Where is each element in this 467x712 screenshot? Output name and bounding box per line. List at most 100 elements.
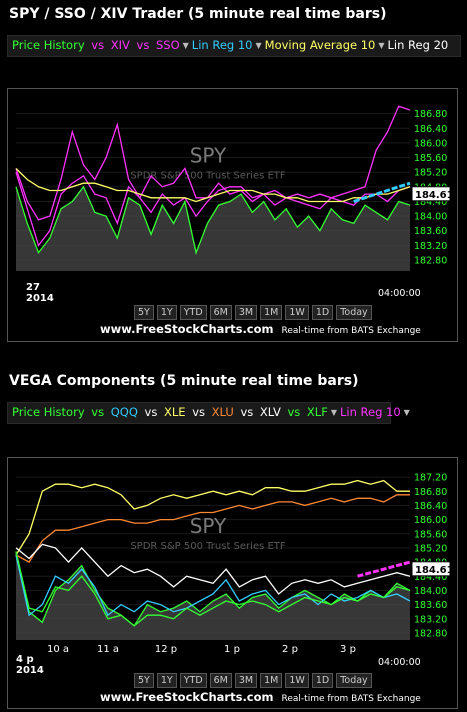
panel1-chart-svg: 186.80186.40186.00185.60185.20184.80184.…	[15, 105, 454, 271]
period-button[interactable]: 6M	[209, 673, 232, 688]
series-line	[15, 494, 410, 563]
panel1-footer: www.FreeStockCharts.com Real-time from BA…	[100, 322, 421, 336]
toolbar-item[interactable]: Lin Reg 10	[191, 38, 253, 52]
y-tick-label: 183.20	[414, 614, 447, 625]
panel1-chart: 186.80186.40186.00185.60185.20184.80184.…	[7, 88, 458, 342]
toolbar-item[interactable]: vs	[87, 38, 108, 52]
toolbar-item[interactable]: vs	[132, 38, 153, 52]
y-tick-label: 186.00	[414, 515, 447, 526]
price-tag-box	[411, 186, 451, 202]
y-tick-label: 185.60	[414, 529, 447, 540]
series-line	[353, 181, 411, 203]
period-button[interactable]: 5Y	[134, 305, 154, 320]
x-tick-label: 11 a	[97, 644, 119, 655]
period-button[interactable]: 3M	[234, 305, 258, 320]
price-tag-label: 184.61	[415, 190, 454, 201]
panel2-footer-site[interactable]: www.FreeStockCharts.com	[100, 690, 274, 704]
watermark-name: SPDR S&P 500 Trust Series ETF	[130, 541, 286, 552]
series-line	[15, 185, 411, 255]
period-button[interactable]: 1W	[285, 673, 309, 688]
y-tick-label: 182.80	[414, 256, 447, 267]
toolbar-item[interactable]: SSO	[155, 38, 180, 52]
panel1-date-day: 27	[26, 282, 40, 293]
toolbar-item[interactable]: XLV	[259, 405, 281, 419]
period-button[interactable]: 1Y	[156, 305, 177, 320]
period-button[interactable]: 1Y	[156, 673, 177, 688]
y-tick-label: 184.00	[414, 212, 447, 223]
toolbar-item[interactable]: vs	[87, 405, 108, 419]
toolbar-item[interactable]: Price History	[12, 405, 85, 419]
y-tick-label: 185.20	[414, 543, 447, 554]
price-tag-label: 184.61	[415, 565, 454, 576]
series-line	[15, 168, 411, 203]
toolbar-item[interactable]: XLU	[211, 405, 234, 419]
period-button[interactable]: Today	[336, 305, 372, 320]
period-button[interactable]: 1M	[260, 305, 283, 320]
panel1-toolbar[interactable]: Price History vs XIV vs SSO ▼ Lin Reg 10 ▼ M…	[7, 35, 461, 57]
series-line	[15, 554, 411, 617]
toolbar-item[interactable]: Price History	[12, 38, 85, 52]
x-tick-label: 2 p	[282, 644, 298, 655]
panel1-date-year: 2014	[26, 293, 54, 304]
panel2-date-day: 4 p	[16, 654, 34, 665]
dropdown-arrow-icon[interactable]: ▼	[255, 41, 262, 50]
toolbar-item[interactable]: vs	[188, 405, 209, 419]
panel1-footer-note: Real-time from BATS Exchange	[281, 326, 421, 336]
panel2-toolbar[interactable]: Price History vs QQQ vs XLE vs XLU vs XL…	[7, 402, 410, 424]
toolbar-item[interactable]: Moving Average 10	[264, 38, 376, 52]
y-tick-label: 185.60	[414, 153, 447, 164]
period-button[interactable]: Today	[336, 673, 372, 688]
panel2-end-time: 04:00:00	[378, 657, 421, 668]
period-button[interactable]: 3M	[234, 673, 258, 688]
period-button[interactable]: YTD	[179, 673, 207, 688]
x-tick-label: 10 a	[47, 644, 69, 655]
x-tick-label: 12 p	[155, 644, 177, 655]
panel2-date: 4 p 2014	[16, 654, 44, 676]
panel1-end-time: 04:00:00	[378, 288, 421, 299]
dropdown-arrow-icon[interactable]: ▼	[330, 408, 337, 417]
panel1-title: SPY / SSO / XIV Trader (5 minute real ti…	[9, 6, 387, 22]
toolbar-item[interactable]: XLE	[164, 405, 186, 419]
price-area-fill	[16, 551, 410, 640]
period-button[interactable]: 1W	[285, 305, 309, 320]
period-button[interactable]: YTD	[179, 305, 207, 320]
toolbar-item[interactable]: QQQ	[110, 405, 138, 419]
panel1-date: 27 2014	[26, 282, 54, 304]
toolbar-item[interactable]: vs	[236, 405, 257, 419]
toolbar-item[interactable]: vs	[140, 405, 161, 419]
period-button[interactable]: 1D	[311, 305, 334, 320]
y-tick-label: 183.60	[414, 226, 447, 237]
price-tag-box	[411, 561, 451, 577]
y-tick-label: 186.40	[414, 124, 447, 135]
toolbar-item[interactable]: Lin Reg 10	[339, 405, 401, 419]
period-button[interactable]: 1D	[311, 673, 334, 688]
series-line	[15, 105, 411, 221]
y-tick-label: 186.80	[414, 487, 447, 498]
y-tick-label: 187.20	[414, 473, 447, 484]
y-tick-label: 185.20	[414, 168, 447, 179]
watermark-name: SPDR S&P 500 Trust Series ETF	[130, 171, 286, 182]
toolbar-item[interactable]: XIV	[110, 38, 130, 52]
panel2-footer-note: Real-time from BATS Exchange	[281, 694, 421, 704]
panel2-chart-svg: 187.20 186.80 186.40 186.00 185.60 185.20 184.…	[15, 473, 454, 655]
toolbar-item[interactable]: Lin Reg 20	[387, 38, 449, 52]
y-tick-label: 186.80	[414, 109, 447, 120]
series-line	[15, 551, 411, 627]
dropdown-arrow-icon[interactable]: ▼	[182, 41, 189, 50]
period-button[interactable]: 6M	[209, 305, 232, 320]
panel2-chart: 187.20 186.80 186.40 186.00 185.60 185.20 184.…	[7, 457, 458, 709]
toolbar-item[interactable]: XLF	[306, 405, 328, 419]
dropdown-arrow-icon[interactable]: ▼	[378, 41, 385, 50]
series-line	[357, 560, 411, 578]
panel1-period-buttons[interactable]: 5Y 1Y YTD 6M 3M 1M 1W 1D Today	[134, 305, 372, 320]
dropdown-arrow-icon[interactable]: ▼	[403, 408, 410, 417]
toolbar-item[interactable]: vs	[283, 405, 304, 419]
panel2-period-buttons[interactable]: 5Y 1Y YTD 6M 3M 1M 1W 1D Today	[134, 673, 372, 688]
period-button[interactable]: 1M	[260, 673, 283, 688]
period-button[interactable]: 5Y	[134, 673, 154, 688]
series-line	[15, 551, 411, 627]
y-tick-label: 184.40	[414, 197, 447, 208]
panel1-footer-site[interactable]: www.FreeStockCharts.com	[100, 322, 274, 336]
y-tick-label: 184.00	[414, 586, 447, 597]
y-tick-label: 183.60	[414, 600, 447, 611]
